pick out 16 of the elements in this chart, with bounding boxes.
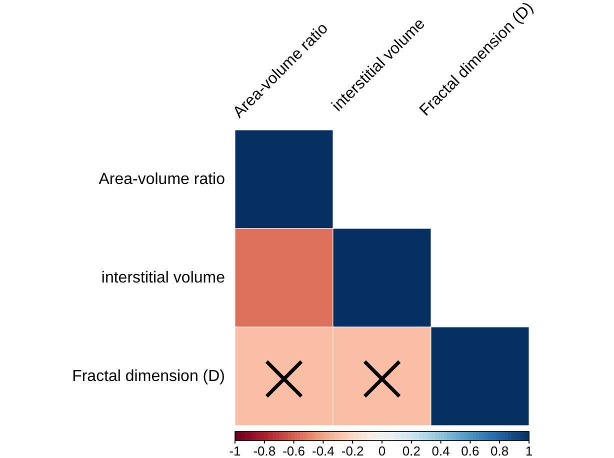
y-tick-label: interstitial volume: [101, 269, 226, 286]
color-bar-label: -1: [229, 444, 241, 458]
color-bar-label: 0.6: [461, 444, 480, 458]
y-tick-label: Area-volume ratio: [98, 170, 226, 188]
y-tick-label: Fractal dimension (D): [72, 368, 225, 385]
color-bar-label: 0.8: [490, 444, 509, 458]
color-bar-label: -0.6: [282, 444, 306, 458]
color-bar-label: -0.8: [253, 444, 276, 458]
color-bar-label: 0: [378, 444, 386, 458]
color-bar-label: 1: [525, 444, 533, 458]
color-bar-label: 0.4: [432, 444, 450, 458]
data-label: ×: [254, 334, 314, 418]
data-label: ×: [352, 334, 412, 418]
color-bar-label: -0.2: [341, 444, 364, 458]
color-bar-label: 0.2: [402, 444, 420, 458]
color-bar-label: -0.4: [312, 444, 334, 458]
